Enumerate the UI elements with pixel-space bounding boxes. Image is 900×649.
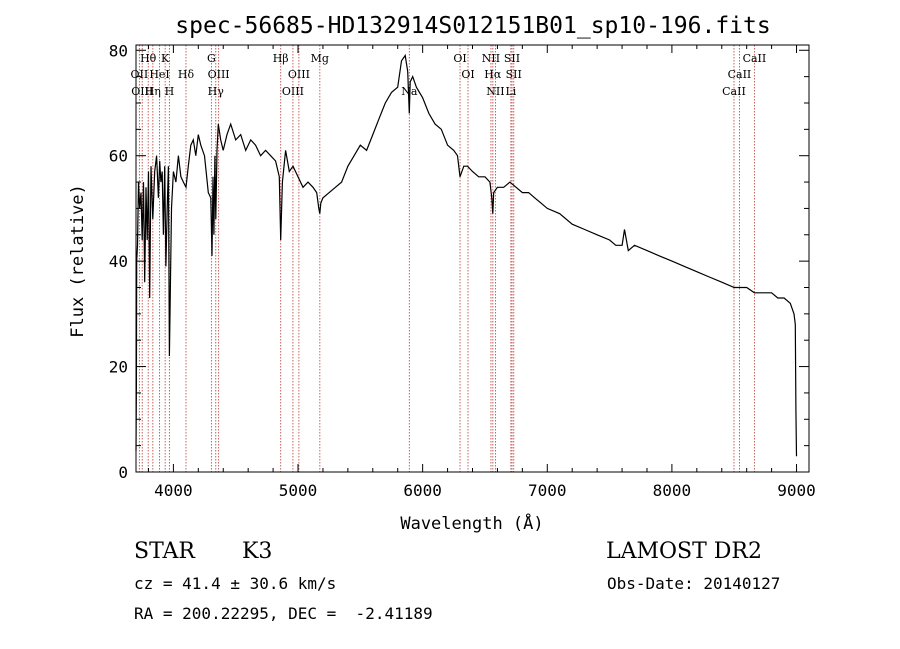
y-tick-label-0: 0 [118, 463, 128, 482]
marker-label-12: OIII [208, 68, 230, 81]
x-tick-label-5: 9000 [777, 481, 816, 500]
marker-label-4: Mg [311, 52, 329, 65]
marker-label-16: SII [506, 68, 522, 81]
x-axis: 4000 5000 6000 7000 8000 9000 [147, 45, 816, 500]
marker-label-26: CaII [722, 85, 746, 98]
y-tick-label-2: 40 [109, 252, 128, 271]
spectrum-chart: spec-56685-HD132914S012151B01_sp10-196.f… [68, 13, 816, 534]
plot-frame [135, 44, 810, 473]
coordinates: RA = 200.22295, DEC = -2.41189 [134, 604, 433, 623]
marker-label-8: CaII [743, 52, 767, 65]
marker-label-18: OIII [131, 85, 153, 98]
chart-title: spec-56685-HD132914S012151B01_sp10-196.f… [175, 13, 770, 39]
marker-label-1: K [161, 52, 170, 65]
survey-name: LAMOST DR2 [606, 539, 762, 564]
emission-line-markers [138, 45, 755, 472]
x-tick-label-0: 4000 [154, 481, 193, 500]
x-tick-label-3: 7000 [528, 481, 567, 500]
marker-label-24: NII [486, 85, 504, 98]
marker-label-9: OII [131, 68, 149, 81]
y-tick-label-1: 20 [109, 358, 128, 377]
marker-label-2: G [207, 52, 216, 65]
marker-label-13: OIII [288, 68, 310, 81]
marker-label-14: OI [461, 68, 474, 81]
x-axis-label: Wavelength (Å) [400, 512, 543, 534]
marker-label-25: Li [505, 85, 516, 98]
marker-label-19: Hη [145, 85, 161, 98]
marker-label-15: Hα [484, 68, 502, 81]
marker-label-7: SII [504, 52, 520, 65]
marker-label-3: Hβ [273, 52, 289, 65]
object-type: STAR [134, 539, 195, 564]
marker-label-22: OIII [282, 85, 304, 98]
spectrum-line [135, 53, 798, 457]
marker-label-0: Hθ [140, 52, 157, 65]
redshift-velocity: cz = 41.4 ± 30.6 km/s [134, 574, 337, 593]
marker-label-20: H [165, 85, 175, 98]
marker-label-6: NII [482, 52, 500, 65]
marker-label-5: OI [453, 52, 466, 65]
marker-label-17: CaII [728, 68, 752, 81]
marker-label-11: Hδ [178, 68, 195, 81]
marker-label-10: HeI [149, 68, 169, 81]
marker-label-21: Hγ [208, 85, 225, 98]
spectral-subclass: K3 [242, 539, 273, 564]
x-tick-label-4: 8000 [653, 481, 692, 500]
y-axis: 0 20 40 60 80 [109, 41, 809, 482]
observation-date: Obs-Date: 20140127 [607, 574, 781, 593]
y-axis-label: Flux (relative) [68, 184, 88, 338]
y-tick-label-3: 60 [109, 147, 128, 166]
x-tick-label-1: 5000 [279, 481, 318, 500]
x-tick-label-2: 6000 [403, 481, 442, 500]
y-tick-label-4: 80 [109, 41, 128, 60]
